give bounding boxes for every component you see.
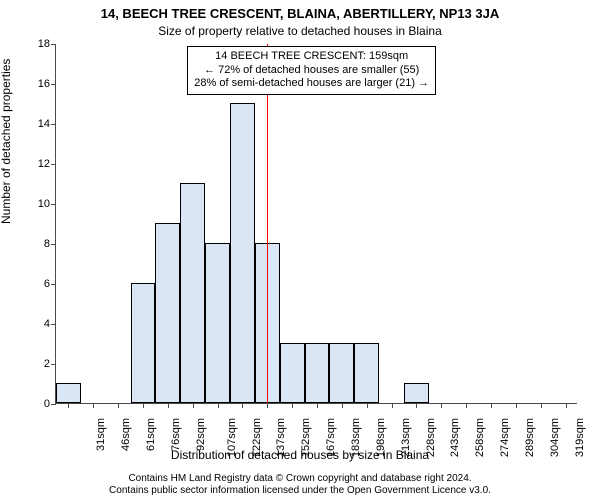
histogram-bar xyxy=(131,283,156,403)
y-tick-mark xyxy=(51,84,56,85)
x-tick-mark xyxy=(93,403,94,408)
x-tick-mark xyxy=(466,403,467,408)
histogram-bar xyxy=(230,103,255,403)
reference-line xyxy=(267,44,268,403)
x-tick-label: 92sqm xyxy=(195,418,207,451)
chart-container: { "title": "14, BEECH TREE CRESCENT, BLA… xyxy=(0,0,600,500)
x-tick-mark xyxy=(392,403,393,408)
chart-title: 14, BEECH TREE CRESCENT, BLAINA, ABERTIL… xyxy=(0,6,600,21)
x-tick-mark xyxy=(416,403,417,408)
y-tick-label: 2 xyxy=(22,358,50,370)
x-tick-label: 31sqm xyxy=(95,418,107,451)
chart-subtitle: Size of property relative to detached ho… xyxy=(0,24,600,38)
x-tick-mark xyxy=(68,403,69,408)
annotation-line: ← 72% of detached houses are smaller (55… xyxy=(194,64,429,78)
histogram-bar xyxy=(329,343,354,403)
x-tick-mark xyxy=(242,403,243,408)
y-tick-label: 8 xyxy=(22,238,50,250)
histogram-bar xyxy=(305,343,330,403)
plot-area: 02468101214161831sqm46sqm61sqm76sqm92sqm… xyxy=(55,44,577,404)
x-tick-mark xyxy=(218,403,219,408)
x-tick-mark xyxy=(342,403,343,408)
annotation-line: 14 BEECH TREE CRESCENT: 159sqm xyxy=(194,50,429,64)
x-tick-mark xyxy=(118,403,119,408)
y-tick-label: 10 xyxy=(22,198,50,210)
histogram-bar xyxy=(404,383,429,403)
x-tick-label: 46sqm xyxy=(120,418,132,451)
footnote: Contains HM Land Registry data © Crown c… xyxy=(0,473,600,496)
x-tick-mark xyxy=(317,403,318,408)
x-axis-label: Distribution of detached houses by size … xyxy=(0,448,600,462)
histogram-bar xyxy=(56,383,81,403)
y-tick-mark xyxy=(51,244,56,245)
histogram-bar xyxy=(280,343,305,403)
histogram-bar xyxy=(180,183,205,403)
x-tick-label: 76sqm xyxy=(170,418,182,451)
y-tick-mark xyxy=(51,324,56,325)
x-tick-mark xyxy=(367,403,368,408)
x-tick-mark xyxy=(566,403,567,408)
x-tick-mark xyxy=(441,403,442,408)
x-tick-mark xyxy=(516,403,517,408)
y-tick-mark xyxy=(51,364,56,365)
x-tick-mark xyxy=(541,403,542,408)
x-tick-mark xyxy=(143,403,144,408)
y-tick-label: 6 xyxy=(22,278,50,290)
annotation-line: 28% of semi-detached houses are larger (… xyxy=(194,77,429,91)
y-tick-label: 18 xyxy=(22,38,50,50)
x-tick-label: 61sqm xyxy=(145,418,157,451)
y-tick-mark xyxy=(51,124,56,125)
footnote-line-1: Contains HM Land Registry data © Crown c… xyxy=(0,473,600,485)
annotation-box: 14 BEECH TREE CRESCENT: 159sqm← 72% of d… xyxy=(187,46,436,95)
histogram-bar xyxy=(205,243,230,403)
y-tick-label: 12 xyxy=(22,158,50,170)
y-tick-mark xyxy=(51,164,56,165)
x-tick-mark xyxy=(292,403,293,408)
y-tick-mark xyxy=(51,44,56,45)
y-tick-label: 16 xyxy=(22,78,50,90)
x-tick-mark xyxy=(491,403,492,408)
x-tick-mark xyxy=(267,403,268,408)
histogram-bar xyxy=(155,223,180,403)
y-tick-label: 14 xyxy=(22,118,50,130)
y-tick-label: 0 xyxy=(22,398,50,410)
histogram-bar xyxy=(354,343,379,403)
y-tick-label: 4 xyxy=(22,318,50,330)
y-axis-label: Number of detached properties xyxy=(0,59,13,224)
footnote-line-2: Contains public sector information licen… xyxy=(0,485,600,497)
y-tick-mark xyxy=(51,204,56,205)
y-tick-mark xyxy=(51,404,56,405)
x-tick-mark xyxy=(193,403,194,408)
y-tick-mark xyxy=(51,284,56,285)
x-tick-mark xyxy=(168,403,169,408)
